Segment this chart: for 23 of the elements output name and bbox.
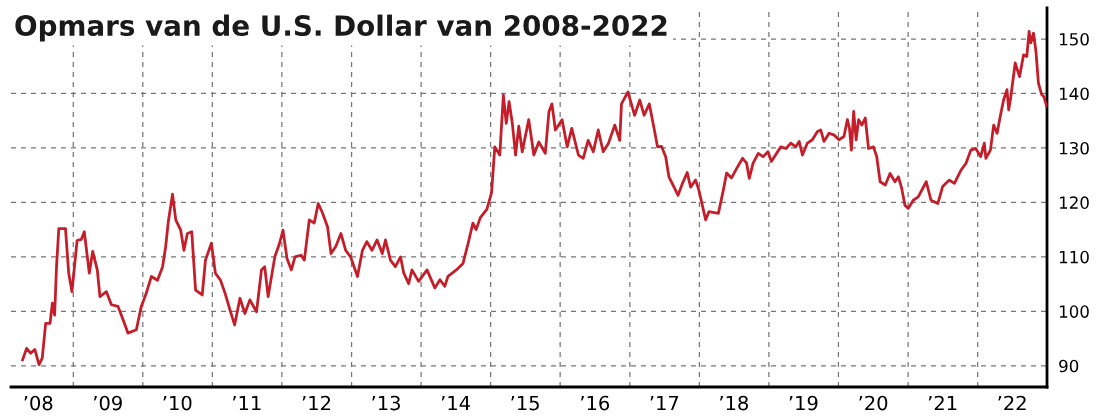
x-tick-label: ’08 xyxy=(24,395,53,411)
x-tick-label: ’15 xyxy=(511,395,539,411)
x-tick-label: ’10 xyxy=(163,395,192,411)
y-tick-label: 100 xyxy=(1059,305,1089,318)
chart-title: Opmars van de U.S. Dollar van 2008-2022 xyxy=(15,14,667,42)
x-tick-label: ’14 xyxy=(441,395,470,411)
x-tick-label: ’13 xyxy=(372,395,400,411)
y-tick-label: 120 xyxy=(1059,196,1089,209)
x-tick-label: ’17 xyxy=(650,395,679,411)
y-tick-label: 150 xyxy=(1059,33,1089,46)
y-tick-label: 130 xyxy=(1059,141,1089,155)
x-tick-label: ’19 xyxy=(789,395,818,411)
x-tick-label: ’11 xyxy=(233,395,261,411)
x-tick-label: ’12 xyxy=(302,395,331,411)
y-tick-label: 90 xyxy=(1059,359,1079,373)
x-tick-label: ’22 xyxy=(998,395,1026,411)
x-tick-label: ’16 xyxy=(581,395,610,411)
y-tick-label: 110 xyxy=(1059,250,1089,264)
y-tick-label: 140 xyxy=(1059,87,1089,101)
x-tick-label: ’21 xyxy=(928,395,957,411)
x-tick-label: ’09 xyxy=(93,395,122,411)
x-tick-label: ’18 xyxy=(720,395,748,411)
x-tick-label: ’20 xyxy=(859,395,888,411)
